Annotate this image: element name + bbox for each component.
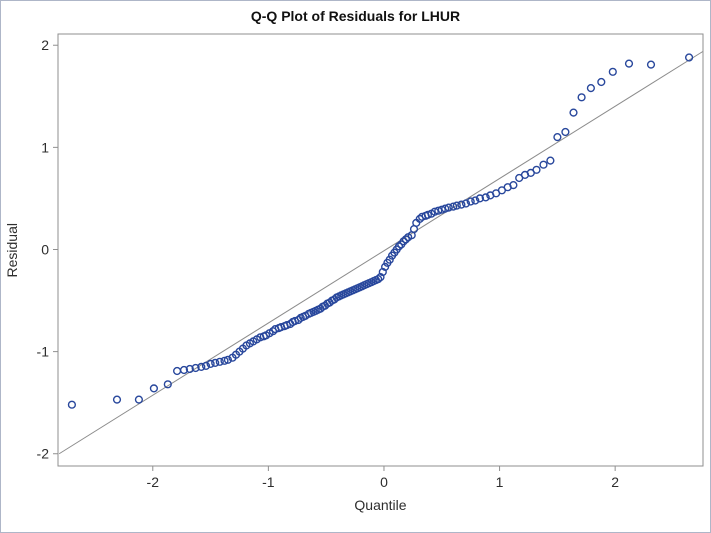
data-point (381, 262, 390, 272)
x-tick-label: 1 (496, 474, 504, 490)
data-point (684, 53, 694, 62)
data-point (223, 355, 233, 364)
y-tick-label: -1 (37, 344, 50, 360)
data-point (608, 67, 617, 76)
data-point (481, 193, 490, 202)
data-point (179, 365, 189, 375)
data-point (461, 199, 471, 208)
data-point (173, 366, 182, 376)
data-point (112, 395, 122, 404)
data-point (215, 357, 224, 366)
data-point (444, 203, 453, 212)
data-point (553, 133, 562, 142)
data-point (452, 201, 461, 210)
data-point (577, 93, 586, 102)
data-point (67, 400, 77, 409)
data-point (597, 77, 606, 87)
data-point (191, 363, 200, 373)
data-point (201, 361, 211, 371)
data-point (423, 210, 433, 219)
plot-frame (57, 33, 704, 467)
x-tick-label: -2 (147, 474, 160, 490)
y-tick-label: 2 (41, 37, 49, 53)
data-point (197, 362, 206, 372)
data-point (206, 359, 215, 369)
data-point (457, 200, 466, 209)
data-point (163, 380, 172, 389)
data-point (134, 395, 144, 404)
data-point (399, 237, 408, 246)
x-tick-label: 0 (380, 474, 388, 490)
data-point (374, 275, 383, 284)
data-point (561, 127, 570, 137)
data-point (211, 358, 220, 368)
data-point (149, 384, 159, 393)
x-tick-label: 2 (611, 474, 619, 490)
data-point (394, 242, 404, 251)
data-point (441, 204, 450, 213)
data-point (449, 202, 458, 211)
x-axis-label: Quantile (354, 497, 407, 513)
data-point (569, 108, 578, 117)
data-point (385, 255, 394, 264)
y-tick-label: -2 (37, 446, 50, 462)
reference-line (58, 50, 704, 455)
data-point (509, 181, 518, 190)
data-point (475, 194, 485, 203)
y-tick-label: 0 (41, 241, 49, 257)
data-point (586, 83, 596, 93)
data-point (220, 356, 229, 365)
data-point (546, 156, 555, 165)
x-tick-label: -1 (262, 474, 275, 490)
data-point (624, 59, 634, 68)
y-tick-label: 1 (41, 139, 49, 155)
data-point (401, 235, 411, 244)
data-point (185, 364, 194, 374)
data-point (430, 207, 439, 216)
data-point (466, 197, 475, 206)
data-point (646, 60, 656, 69)
data-point (539, 160, 548, 169)
chart-title: Q-Q Plot of Residuals for LHUR (250, 8, 461, 24)
data-point (532, 165, 541, 174)
data-point (471, 196, 480, 205)
